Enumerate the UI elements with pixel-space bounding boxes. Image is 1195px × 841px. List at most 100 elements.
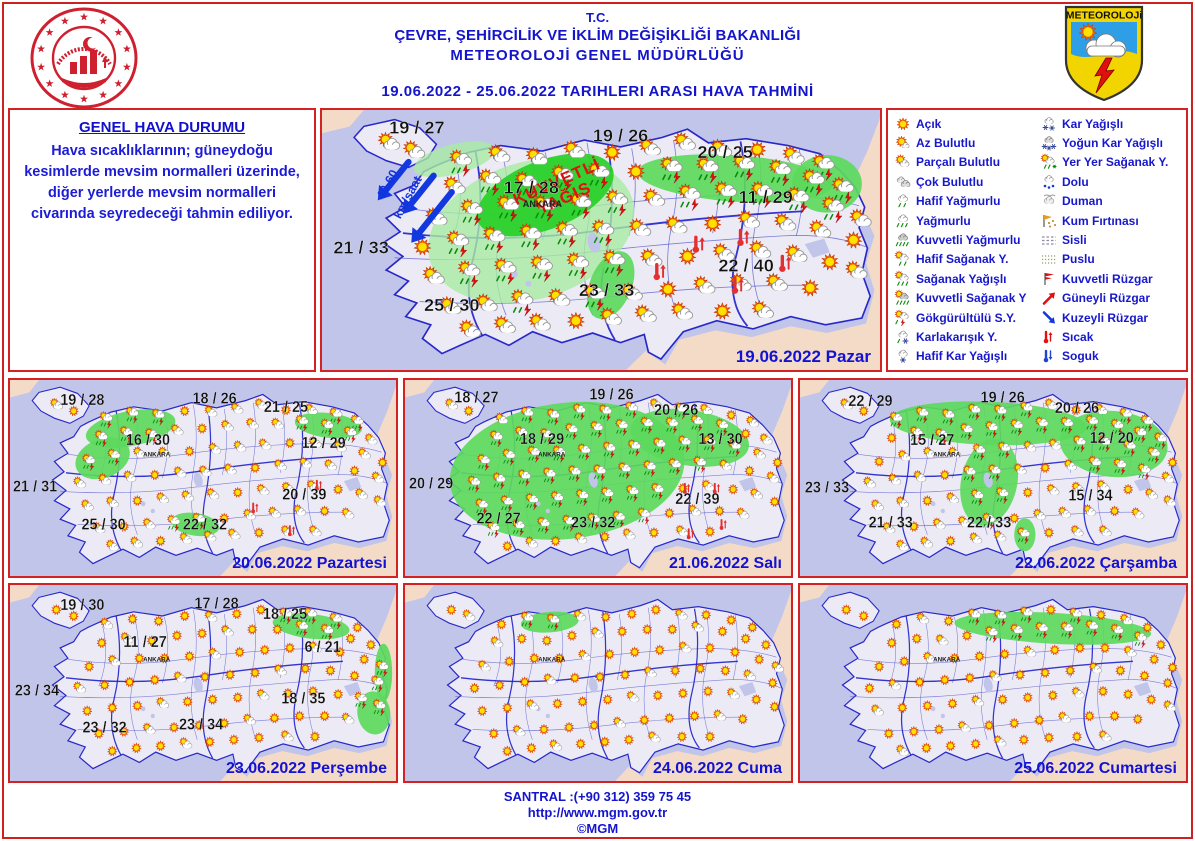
- legend-item-label: Sisli: [1062, 233, 1087, 248]
- parcali-bulutlu-icon: [895, 154, 910, 167]
- legend-item: Dolu: [1039, 172, 1186, 191]
- legend-item: Karlakarışık Y.: [893, 327, 1034, 346]
- sicak-icon: [1043, 330, 1053, 344]
- legend-item: Gökgürültülü S.Y.: [893, 308, 1034, 327]
- acik-icon: [896, 116, 910, 131]
- meteoroloji-logo: METEOROLOJi: [1064, 5, 1144, 102]
- yagmurlu-icon: [896, 214, 908, 227]
- hafif-saganak-icon: [894, 250, 909, 267]
- legend-item-label: Yer Yer Sağanak Y.: [1062, 155, 1169, 170]
- turkey-map-persembe: ANKARA 19 / 30 17 / 28 18 / 25 11 / 27 6 / 21…: [10, 585, 396, 781]
- svg-text:23 / 32: 23 / 32: [571, 514, 615, 532]
- saganak-icon: [894, 270, 909, 286]
- turkey-map-carsamba: ANKARA 22 / 29 19 / 26 20 / 26 15 / 27 12 / 2…: [800, 380, 1186, 576]
- header-ministry: ÇEVRE, ŞEHİRCİLİK VE İKLİM DEĞİŞİKLİĞİ B…: [394, 27, 801, 44]
- legend-column-left: Açık Az Bulutlu Parçalı Bulutlu Çok Bulutlu…: [888, 110, 1034, 370]
- svg-text:16 / 30: 16 / 30: [126, 432, 170, 450]
- legend-item: Çok Bulutlu: [893, 172, 1034, 191]
- svg-text:17 / 28: 17 / 28: [194, 595, 238, 613]
- meteoroloji-logo-text: METEOROLOJi: [1066, 10, 1143, 22]
- puslu-icon: [1042, 255, 1057, 265]
- forecast-map-pazartesi: ANKARA 19 / 28 18 / 26 21 / 25 16 / 30 12 / 2…: [8, 378, 398, 578]
- svg-text:6 / 21: 6 / 21: [305, 639, 341, 657]
- svg-text:22 / 40: 22 / 40: [718, 256, 773, 276]
- legend-item: Açık: [893, 114, 1034, 133]
- legend-item: Sisli: [1039, 230, 1186, 249]
- legend-item: Yoğun Kar Yağışlı: [1039, 133, 1186, 152]
- hafif-kar-icon: [898, 350, 908, 364]
- page-header: T.C. ÇEVRE, ŞEHİRCİLİK VE İKLİM DEĞİŞİKL…: [150, 9, 1045, 100]
- legend-item-label: Açık: [916, 116, 942, 131]
- kuzeyli-ruzgar-icon: [1042, 310, 1056, 324]
- legend-item-label: Sağanak Yağışlı: [916, 271, 1007, 286]
- header-directorate: METEOROLOJİ GENEL MÜDÜRLÜĞÜ: [450, 47, 745, 64]
- forecast-map-cuma: ANKARA 24.06.2022 Cuma: [403, 583, 793, 783]
- legend-item-label: Az Bulutlu: [916, 136, 976, 151]
- legend-item: Kuvvetli Yağmurlu: [893, 230, 1034, 249]
- svg-text:21 / 31: 21 / 31: [13, 478, 57, 496]
- legend-item-label: Kuzeyli Rüzgar: [1062, 310, 1149, 325]
- soguk-icon: [1043, 350, 1053, 363]
- svg-text:20 / 26: 20 / 26: [654, 402, 698, 420]
- legend-item: Hafif Sağanak Y.: [893, 250, 1034, 269]
- svg-text:19 / 26: 19 / 26: [593, 126, 648, 146]
- svg-text:20 / 29: 20 / 29: [409, 475, 453, 493]
- svg-text:ANKARA: ANKARA: [143, 656, 170, 663]
- svg-text:19 / 28: 19 / 28: [60, 391, 104, 409]
- forecast-map-persembe: ANKARA 19 / 30 17 / 28 18 / 25 11 / 27 6 / 21…: [8, 583, 398, 783]
- sisli-icon: [1042, 236, 1057, 245]
- svg-text:12 / 29: 12 / 29: [302, 435, 346, 453]
- turkey-map-pazartesi: ANKARA 19 / 28 18 / 26 21 / 25 16 / 30 12 / 2…: [10, 380, 396, 576]
- legend-item: Sağanak Yağışlı: [893, 269, 1034, 288]
- svg-text:19 / 26: 19 / 26: [981, 389, 1025, 407]
- svg-text:18 / 26: 18 / 26: [192, 390, 236, 408]
- legend-item: Sıcak: [1039, 327, 1186, 346]
- svg-text:15 / 27: 15 / 27: [910, 432, 954, 450]
- svg-text:18 / 27: 18 / 27: [454, 389, 498, 407]
- turkey-map-cumartesi: ANKARA: [800, 585, 1186, 781]
- svg-text:ANKARA: ANKARA: [538, 451, 565, 458]
- svg-text:19 / 30: 19 / 30: [60, 596, 104, 614]
- svg-text:15 / 34: 15 / 34: [1068, 487, 1113, 505]
- kuvvetli-saganak-icon: [894, 289, 910, 305]
- svg-text:23 / 32: 23 / 32: [82, 719, 126, 737]
- svg-text:18 / 25: 18 / 25: [263, 606, 307, 624]
- svg-text:ANKARA: ANKARA: [538, 656, 565, 663]
- kuvvetli-ruzgar-icon: [1044, 272, 1055, 285]
- legend-item-label: Duman: [1062, 194, 1103, 209]
- legend-item-label: Yoğun Kar Yağışlı: [1062, 136, 1163, 151]
- legend-item-label: Kum Fırtınası: [1062, 213, 1139, 228]
- svg-text:23 / 33: 23 / 33: [805, 479, 849, 497]
- kuvvetli-yagmurlu-icon: [895, 233, 909, 247]
- legend-item-label: Gökgürültülü S.Y.: [916, 310, 1017, 325]
- gokgurultulu-icon: [894, 308, 909, 326]
- legend-item-label: Hafif Yağmurlu: [916, 194, 1001, 209]
- svg-text:23 / 33: 23 / 33: [579, 280, 634, 300]
- map-date-label: 22.06.2022 Çarşamba: [1015, 555, 1177, 572]
- svg-text:ANKARA: ANKARA: [933, 451, 960, 458]
- svg-text:18 / 35: 18 / 35: [281, 690, 325, 708]
- general-weather-box: GENEL HAVA DURUMU Hava sıcaklıklarının; …: [8, 108, 316, 372]
- header-tc: T.C.: [585, 10, 610, 25]
- legend-item-label: Kuvvetli Sağanak Y: [916, 291, 1027, 306]
- svg-text:23 / 34: 23 / 34: [15, 682, 60, 700]
- svg-text:25 / 30: 25 / 30: [424, 295, 479, 315]
- svg-text:20 / 26: 20 / 26: [1055, 400, 1099, 418]
- forecast-map-cumartesi: ANKARA 25.06.2022 Cumartesi: [798, 583, 1188, 783]
- kum-firtinasi-icon: [1043, 214, 1057, 228]
- forecast-map-pazar: 40-60 km/saat KUVVETLİ YAĞIŞ ANKARA 19 / 27 19…: [320, 108, 882, 372]
- legend-item-label: Çok Bulutlu: [916, 174, 984, 189]
- svg-text:25 / 30: 25 / 30: [81, 516, 125, 534]
- forecast-period-title: 19.06.2022 - 25.06.2022 TARIHLERI ARASI …: [381, 83, 814, 100]
- legend-item-label: Soguk: [1062, 349, 1099, 364]
- map-date-label: 25.06.2022 Cumartesi: [1014, 760, 1177, 777]
- legend-item-label: Hafif Kar Yağışlı: [916, 349, 1008, 364]
- legend-item-label: Kuvvetli Rüzgar: [1062, 271, 1153, 286]
- svg-text:22 / 32: 22 / 32: [183, 516, 227, 534]
- svg-text:ANKARA: ANKARA: [933, 656, 960, 663]
- map-date-label: 19.06.2022 Pazar: [735, 347, 871, 366]
- legend-item: Güneyli Rüzgar: [1039, 289, 1186, 308]
- svg-text:20 / 25: 20 / 25: [697, 142, 752, 162]
- map-date-label: 20.06.2022 Pazartesi: [232, 555, 387, 572]
